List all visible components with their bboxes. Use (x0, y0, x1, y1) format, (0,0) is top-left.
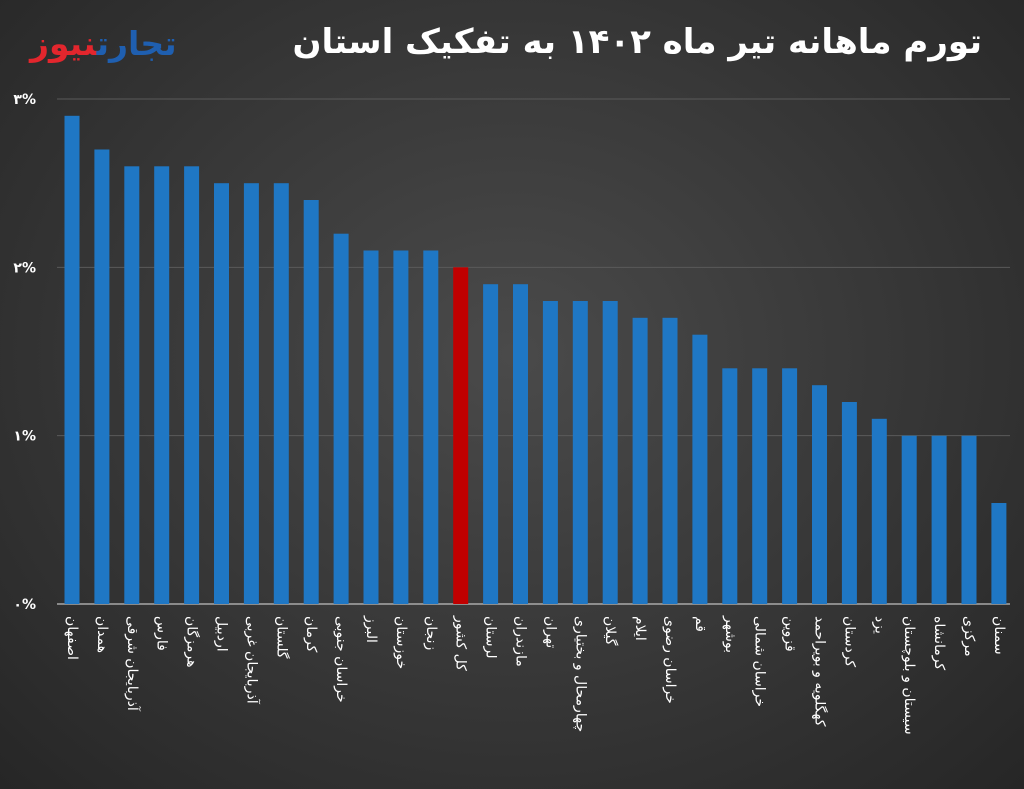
bar (692, 334, 708, 604)
x-tick-label: کل کشور (453, 615, 469, 671)
x-tick-label: اردبیل (214, 616, 230, 652)
x-tick-label: اصفهان (64, 616, 80, 660)
x-tick-label: قم (692, 616, 708, 632)
bar (243, 183, 259, 604)
x-tick-label: فارس (154, 616, 170, 651)
bar-highlight (453, 267, 469, 604)
bar (931, 435, 947, 604)
bar (513, 284, 528, 604)
x-tick-label: چهارمحال و بختیاری (572, 616, 588, 732)
y-tick-label: ۲% (13, 260, 36, 276)
x-tick-label: ایلام (632, 616, 648, 641)
header: تورم ماهانه تیر ماه ۱۴۰۲ به تفکیک استان … (0, 0, 1024, 80)
x-tick-label: گیلان (602, 616, 619, 646)
bar (273, 183, 289, 604)
bar (124, 166, 140, 605)
bar (393, 250, 409, 604)
bar (333, 233, 349, 604)
bar (214, 183, 229, 604)
x-tick-label: کرمانشاه (931, 616, 947, 670)
x-axis-labels: اصفهان همدان آذربایجان شرقی فارس هرمزگان اردب… (64, 615, 1007, 735)
x-tick-label: کهگلویه و بویراحمد (812, 616, 829, 727)
x-tick-label: کردستان (841, 616, 857, 667)
x-tick-label: خراسان جنوبی (333, 616, 349, 703)
y-tick-label: ۳% (13, 92, 36, 108)
bar (602, 301, 618, 604)
y-tick-label: ۱% (13, 429, 36, 445)
x-tick-label: خوزستان (393, 616, 409, 669)
x-tick-label: سیستان و بلوچستان (901, 616, 917, 735)
bar (154, 166, 170, 605)
gridlines (57, 98, 1010, 605)
y-tick-label: ۰% (13, 597, 36, 613)
bar (782, 368, 798, 604)
bar (961, 435, 977, 604)
x-tick-label: خراسان شمالی (752, 616, 768, 707)
bar (64, 115, 80, 605)
bar (812, 385, 827, 604)
x-tick-label: همدان (94, 616, 110, 653)
x-tick-label: آذربایجان غربی (243, 616, 260, 705)
x-tick-label: گلستان (273, 616, 290, 659)
brand-logo: تجارتنیوز (30, 24, 177, 63)
x-tick-label: قزوین (782, 616, 798, 652)
x-tick-label: تهران (542, 616, 558, 648)
x-tick-label: مرکزی (961, 616, 977, 657)
bar (632, 317, 648, 604)
logo-text-news: نیوز (30, 24, 97, 63)
bar (542, 301, 558, 604)
logo-text-tejarat: تجارت (96, 24, 177, 63)
bar (991, 503, 1007, 604)
x-tick-label: آذربایجان شرقی (124, 616, 141, 712)
x-tick-label: هرمزگان (184, 616, 201, 668)
x-tick-label: البرز (363, 615, 379, 643)
x-tick-label: یزد (871, 616, 887, 634)
bar (841, 402, 857, 604)
x-tick-label: زنجان (423, 616, 439, 650)
x-tick-label: لرستان (483, 616, 499, 659)
x-tick-label: بوشهر (722, 615, 738, 653)
bar (722, 368, 738, 604)
bar (572, 301, 588, 604)
y-axis-ticks: ۰% ۱% ۲% ۳% (13, 92, 36, 613)
bar (871, 418, 887, 604)
bar (303, 200, 319, 604)
bar (483, 284, 499, 604)
x-tick-label: کرمان (303, 616, 319, 653)
bars (64, 115, 1007, 605)
bar (901, 435, 917, 604)
bar (423, 250, 439, 604)
bar (184, 166, 200, 605)
bar (662, 317, 678, 604)
chart-title: تورم ماهانه تیر ماه ۱۴۰۲ به تفکیک استان (292, 22, 982, 62)
x-tick-label: مازندران (513, 616, 529, 667)
x-tick-label: سمنان (991, 616, 1007, 655)
bar (363, 250, 379, 604)
bar (94, 149, 110, 604)
bar (752, 368, 768, 604)
x-tick-label: خراسان رضوی (662, 616, 678, 704)
